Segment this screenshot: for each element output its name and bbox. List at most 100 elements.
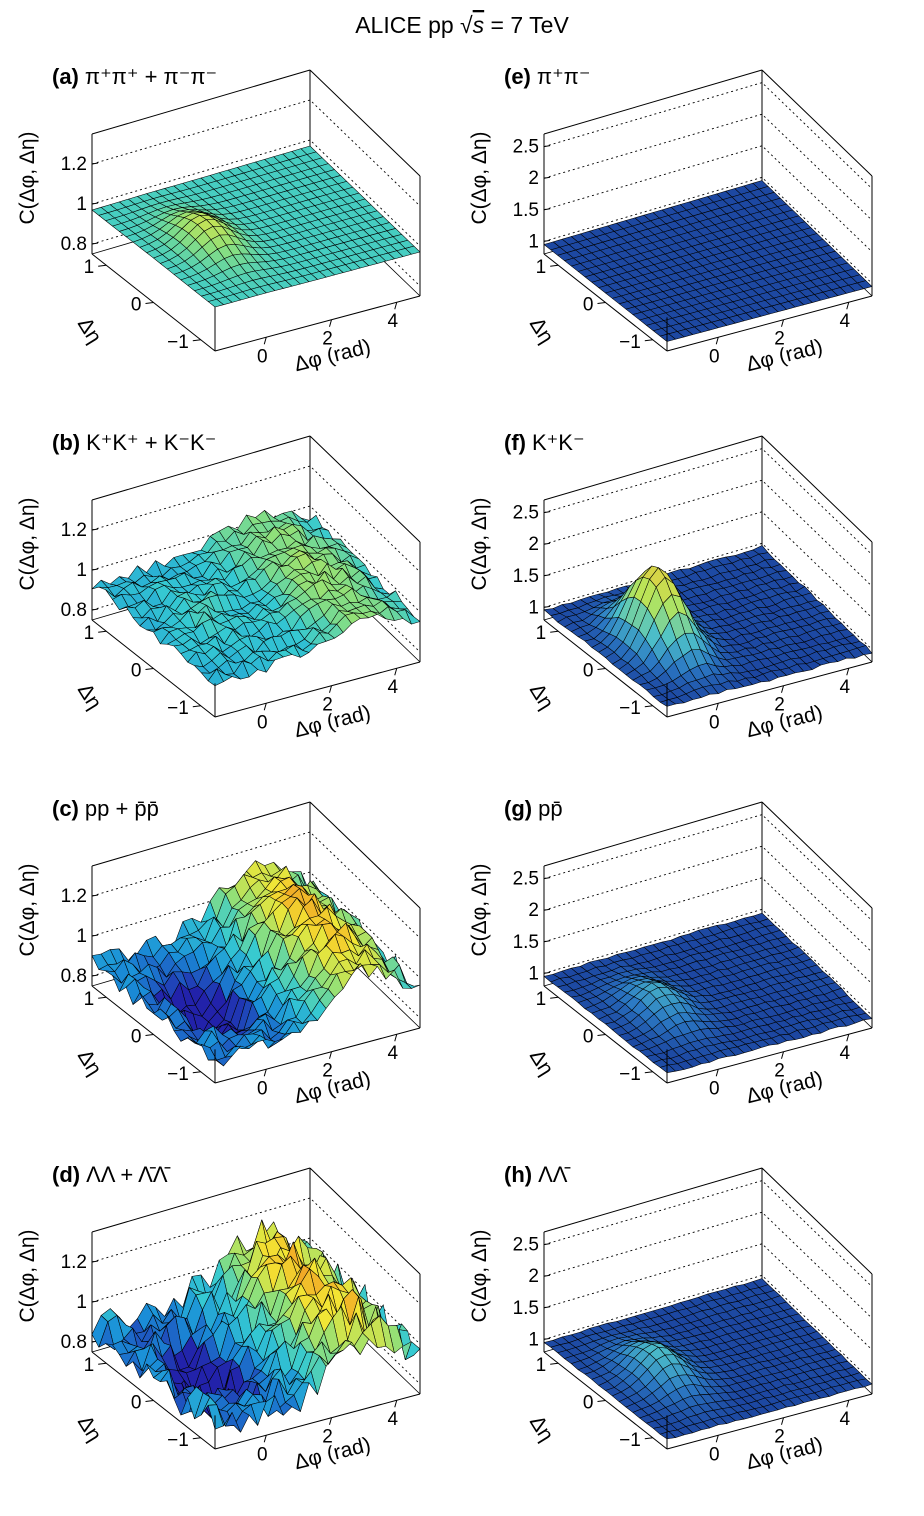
surface-e [543, 180, 873, 342]
y-tick-label: 0 [583, 295, 594, 316]
z-tick-label: 0.8 [61, 600, 87, 621]
y-tick-label: −1 [619, 1064, 641, 1085]
panel-label-b: (b) K⁺K⁺ + K⁻K⁻ [52, 430, 216, 455]
panel-species: π⁺π⁻ [537, 64, 591, 89]
panel-letter: (e) [504, 64, 531, 89]
z-axis-label: C(Δφ, Δη) [468, 1229, 491, 1322]
front-axes [543, 908, 873, 1084]
x-tick-label: 4 [839, 1409, 850, 1430]
figure-title-svg: ALICE pp √s = 7 TeV [355, 12, 569, 38]
y-tick-label: −1 [167, 698, 189, 719]
y-tick-label: 0 [131, 295, 142, 316]
x-tick-label: 0 [709, 1078, 720, 1099]
z-tick-label: 1.5 [513, 1298, 539, 1319]
y-tick-label: 0 [583, 661, 594, 682]
surface-cell [659, 699, 676, 707]
x-tick-label: 0 [709, 346, 720, 367]
z-tick-label: 2.5 [513, 869, 539, 890]
x-tick-label: 2 [774, 695, 785, 716]
x-tick-label: 4 [839, 1043, 850, 1064]
panel-label-d: (d) ΛΛ + Λ̄Λ̄ [52, 1162, 171, 1187]
y-axis-label: Δη [73, 680, 106, 714]
x-tick-label: 2 [322, 695, 333, 716]
x-tick-label: 0 [257, 1078, 268, 1099]
z-tick-label: 1.2 [61, 1252, 87, 1273]
z-tick-label: 1 [528, 597, 539, 618]
panel-letter: (d) [52, 1162, 80, 1187]
x-tick-label: 0 [709, 1444, 720, 1465]
z-tick-label: 1 [76, 560, 87, 581]
surface-cell [207, 1059, 224, 1067]
title-prefix: ALICE pp [355, 12, 460, 38]
z-axis-label: C(Δφ, Δη) [16, 863, 39, 956]
y-axis-label: Δη [73, 1046, 106, 1080]
y-tick-label: −1 [167, 332, 189, 353]
z-tick-label: 2.5 [513, 137, 539, 158]
y-tick-label: 1 [536, 257, 547, 278]
x-tick-label: 2 [322, 1427, 333, 1448]
z-axis-label: C(Δφ, Δη) [16, 497, 39, 590]
y-tick-label: −1 [619, 698, 641, 719]
x-tick-label: 2 [774, 1427, 785, 1448]
panel-letter: (g) [504, 796, 532, 821]
z-tick-label: 0.8 [61, 234, 87, 255]
surface-f [543, 545, 873, 707]
y-tick-label: 1 [536, 989, 547, 1010]
surface-cell [659, 1431, 676, 1440]
panel-h: 1 1.5 2 2.5 0 2 4 −1 0 1 Δφ (rad) Δη C(Δφ, Δη) (h) ΛΛ̄ [462, 1150, 914, 1512]
x-tick-label: 0 [709, 712, 720, 733]
panel-label-h: (h) ΛΛ̄ [504, 1162, 570, 1187]
z-tick-label: 2 [528, 1266, 539, 1287]
x-tick-label: 4 [387, 311, 398, 332]
title-text: ALICE pp √s = 7 TeV [355, 12, 569, 38]
panel-a: 0.8 1 1.2 0 2 4 −1 0 1 Δφ (rad) Δη C(Δφ, Δη) (a) π⁺π⁺… [10, 52, 462, 414]
z-tick-label: 1 [528, 1329, 539, 1350]
y-tick-label: −1 [167, 1064, 189, 1085]
panel-d: 0.8 1 1.2 0 2 4 −1 0 1 Δφ (rad) Δη C(Δφ, Δη) (d) ΛΛ +… [10, 1150, 462, 1512]
y-axis-label: Δη [525, 1046, 558, 1080]
z-tick-label: 1.2 [61, 520, 87, 541]
panel-label-e: (e) π⁺π⁻ [504, 64, 590, 89]
z-tick-label: 1.2 [61, 886, 87, 907]
panel-letter: (b) [52, 430, 80, 455]
z-tick-label: 2 [528, 168, 539, 189]
y-axis-label: Δη [73, 314, 106, 348]
y-axis-label: Δη [525, 1412, 558, 1446]
y-axis-label: Δη [525, 680, 558, 714]
y-axis-label: Δη [73, 1412, 106, 1446]
y-axis-label: Δη [525, 314, 558, 348]
z-tick-label: 2 [528, 534, 539, 555]
x-tick-label: 0 [257, 346, 268, 367]
z-tick-label: 1 [528, 963, 539, 984]
surface-cell [207, 1404, 224, 1430]
y-tick-label: 1 [84, 623, 95, 644]
panel-species: K⁺K⁻ [532, 430, 585, 455]
panel-label-f: (f) K⁺K⁻ [504, 430, 585, 455]
y-tick-label: −1 [619, 1430, 641, 1451]
panel-c: 0.8 1 1.2 0 2 4 −1 0 1 Δφ (rad) Δη C(Δφ, Δη) (c) pp +… [10, 784, 462, 1146]
z-tick-label: 1 [76, 926, 87, 947]
surface-g [543, 912, 873, 1073]
y-tick-label: 0 [131, 661, 142, 682]
surface-d [91, 1219, 421, 1433]
z-axis-label: C(Δφ, Δη) [468, 863, 491, 956]
title-suffix: = 7 TeV [484, 12, 569, 38]
title-s: s [473, 12, 485, 38]
panel-label-c: (c) pp + p̄p̄ [52, 796, 159, 821]
y-tick-label: 1 [84, 1355, 95, 1376]
x-tick-label: 0 [257, 1444, 268, 1465]
z-tick-label: 2.5 [513, 503, 539, 524]
front-axes [91, 908, 421, 1084]
title-sqrt: √ [460, 12, 473, 38]
box-frame [543, 435, 873, 717]
y-tick-label: 0 [583, 1393, 594, 1414]
surface-a [91, 145, 421, 308]
y-tick-label: 0 [131, 1393, 142, 1414]
y-tick-label: 1 [84, 257, 95, 278]
surface-h [543, 1278, 873, 1440]
